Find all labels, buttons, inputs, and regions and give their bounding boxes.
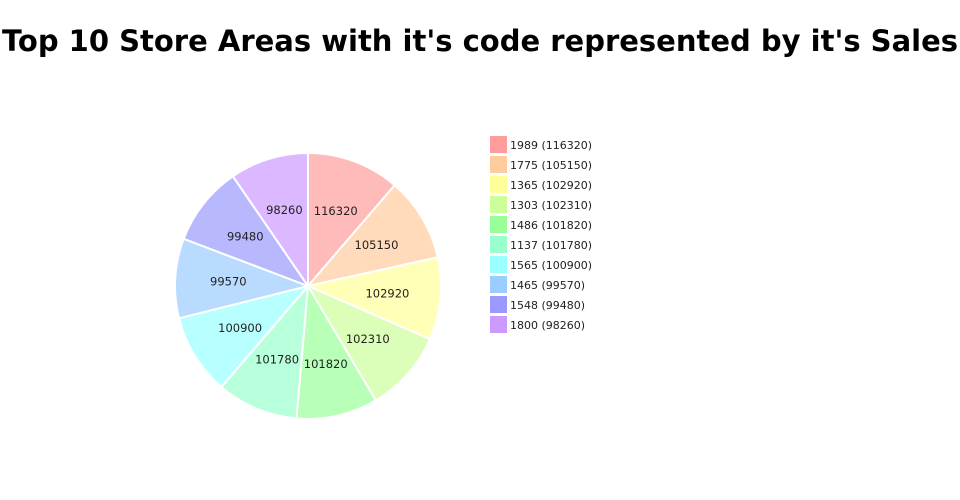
legend-swatch-1565 [490, 256, 507, 273]
legend-item-1137[interactable]: 1137 (101780) [490, 236, 592, 253]
legend-label-1465: 1465 (99570) [510, 279, 585, 292]
pie-slice-labels: 116320 105150 102920 102310 101820 101780 1009… [210, 203, 409, 371]
pie-slice-1365[interactable] [304, 256, 442, 341]
pie-slices [174, 151, 442, 420]
legend-label-1137: 1137 (101780) [510, 239, 592, 252]
legend-label-1486: 1486 (101820) [510, 219, 592, 232]
legend-label-1365: 1365 (102920) [510, 179, 592, 192]
pie-slice-1137[interactable] [219, 282, 310, 420]
legend-label-1989: 1989 (116320) [510, 139, 592, 152]
legend-swatch-1548 [490, 296, 507, 313]
legend: 1989 (116320) 1775 (105150) 1365 (102920) 1… [490, 136, 592, 333]
legend-item-1800[interactable]: 1800 (98260) [490, 316, 585, 333]
pie-slice-1989[interactable] [307, 151, 397, 289]
legend-item-1989[interactable]: 1989 (116320) [490, 136, 592, 153]
pie-slice-1465[interactable] [174, 237, 312, 320]
legend-item-1775[interactable]: 1775 (105150) [490, 156, 592, 173]
legend-swatch-1303 [490, 196, 507, 213]
legend-item-1465[interactable]: 1465 (99570) [490, 276, 585, 293]
pie-slice-1548[interactable] [182, 174, 311, 289]
pie-slice-1303[interactable] [305, 283, 432, 402]
pie-slice-1775[interactable] [305, 183, 440, 288]
slice-value-label-1137: 101780 [255, 353, 299, 367]
pie-slice-1800[interactable] [231, 151, 309, 290]
legend-label-1775: 1775 (105150) [510, 159, 592, 172]
slice-value-label-1465: 99570 [210, 274, 247, 288]
legend-item-1365[interactable]: 1365 (102920) [490, 176, 592, 193]
legend-item-1565[interactable]: 1565 (100900) [490, 256, 592, 273]
slice-value-label-1775: 105150 [355, 238, 399, 252]
legend-swatch-1800 [490, 316, 507, 333]
legend-item-1486[interactable]: 1486 (101820) [490, 216, 592, 233]
slice-value-label-1486: 101820 [304, 357, 348, 371]
slice-value-label-1565: 100900 [218, 321, 262, 335]
legend-swatch-1775 [490, 156, 507, 173]
legend-swatch-1989 [490, 136, 507, 153]
legend-item-1548[interactable]: 1548 (99480) [490, 296, 585, 313]
legend-label-1303: 1303 (102310) [510, 199, 592, 212]
legend-label-1800: 1800 (98260) [510, 319, 585, 332]
pie-slice-1486[interactable] [295, 282, 378, 420]
chart-title: Top 10 Store Areas with it's code repres… [1, 24, 959, 58]
legend-label-1565: 1565 (100900) [510, 259, 592, 272]
legend-label-1548: 1548 (99480) [510, 299, 585, 312]
legend-item-1303[interactable]: 1303 (102310) [490, 196, 592, 213]
slice-value-label-1800: 98260 [266, 203, 303, 217]
slice-value-label-1365: 102920 [365, 287, 409, 301]
slice-value-label-1989: 116320 [314, 204, 358, 218]
legend-swatch-1365 [490, 176, 507, 193]
slice-value-label-1303: 102310 [346, 332, 390, 346]
legend-swatch-1137 [490, 236, 507, 253]
legend-swatch-1486 [490, 216, 507, 233]
slice-value-label-1548: 99480 [227, 230, 264, 244]
legend-swatch-1465 [490, 276, 507, 293]
